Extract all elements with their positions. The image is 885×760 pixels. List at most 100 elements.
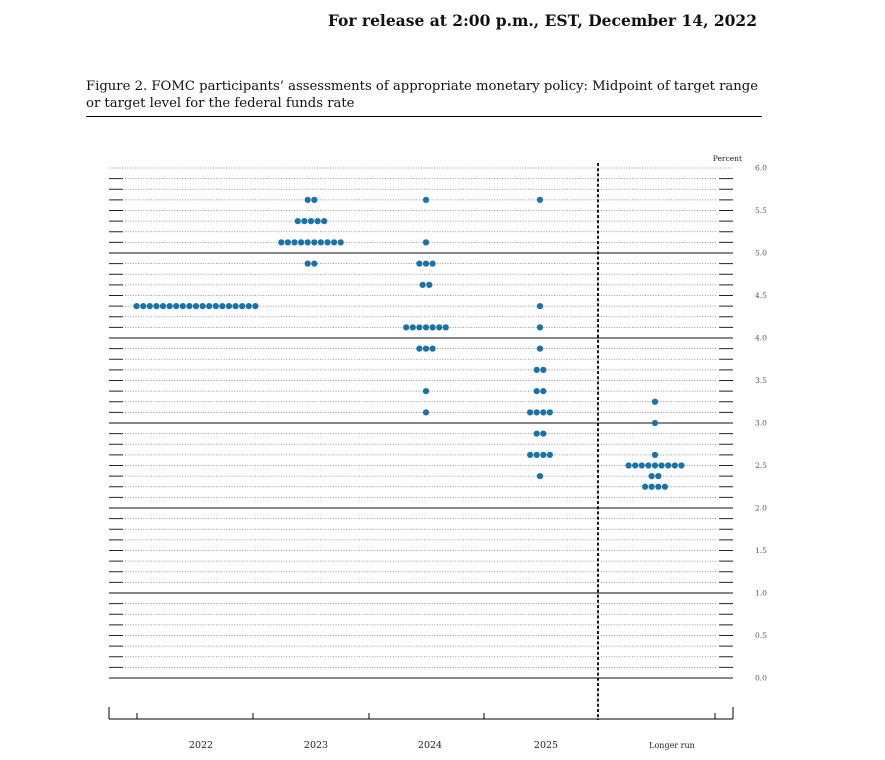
dot-point: [331, 239, 338, 246]
dot-point: [419, 281, 426, 288]
x-tick-label: 2025: [534, 740, 558, 751]
dot-point: [429, 260, 436, 267]
dot-point: [304, 260, 311, 267]
dot-point: [540, 409, 547, 416]
dot-point: [436, 324, 443, 331]
dot-point: [540, 430, 547, 437]
dot-point: [416, 324, 423, 331]
dot-point: [298, 239, 305, 246]
dot-point: [658, 462, 665, 469]
dot-point: [651, 398, 659, 405]
dot-point: [651, 451, 659, 458]
dot-point: [422, 409, 430, 416]
grid-lines: [109, 167, 733, 679]
dot-point: [638, 462, 645, 469]
y-tick-label: 2.0: [755, 504, 767, 513]
dot-point: [648, 483, 655, 490]
dot-point: [321, 218, 328, 225]
dot-point: [632, 462, 639, 469]
dot-point: [245, 303, 252, 310]
x-tick-label: Longer run: [649, 741, 695, 750]
dot-point: [651, 462, 659, 469]
dot-point: [422, 239, 430, 246]
dot-point: [422, 324, 430, 331]
x-tick-label: 2024: [418, 740, 442, 751]
dot-point: [533, 451, 540, 458]
dot-point: [199, 303, 206, 310]
dot-point: [159, 303, 167, 310]
dot-point: [655, 483, 662, 490]
dot-point: [140, 303, 147, 310]
dot-point: [192, 303, 200, 310]
dot-point: [540, 366, 547, 373]
dot-point: [546, 451, 554, 458]
y-tick-label: 1.5: [755, 546, 767, 555]
dot-point: [645, 462, 652, 469]
dot-point: [301, 218, 308, 225]
y-tick-label: 6.0: [755, 164, 767, 173]
dot-point: [536, 345, 544, 352]
dot-point: [527, 451, 534, 458]
x-axis: [108, 163, 734, 720]
dot-point: [166, 303, 173, 310]
dot-point: [284, 239, 291, 246]
dot-point: [533, 366, 540, 373]
x-tick-label: 2022: [189, 740, 213, 751]
release-notice: For release at 2:00 p.m., EST, December …: [327, 11, 757, 30]
dot-point: [133, 303, 140, 310]
dot-point: [642, 483, 649, 490]
dot-point: [678, 462, 685, 469]
axis-labels: 0.0 0.5 1.0 1.5 2.0 2.5 3.0 3.5 4.0 4.5 5.0 5.5 6.0 P…: [189, 154, 767, 751]
dot-point: [409, 324, 416, 331]
dot-point: [311, 260, 318, 267]
dot-point: [536, 324, 544, 331]
y-tick-label: 0.0: [755, 674, 767, 683]
figure-title: Figure 2. FOMC participants’ assessments…: [86, 79, 759, 111]
dot-point: [146, 303, 153, 310]
y-axis-unit-label: Percent: [713, 154, 742, 163]
dot-point: [324, 239, 331, 246]
dot-point: [533, 388, 540, 395]
title-rule: [86, 116, 762, 117]
dot-point: [540, 388, 547, 395]
y-tick-label: 3.5: [755, 376, 767, 385]
dot-point: [540, 451, 547, 458]
y-tick-label: 5.0: [755, 249, 767, 258]
dot-point: [671, 462, 678, 469]
y-tick-label: 3.0: [755, 419, 767, 428]
dot-point: [429, 324, 436, 331]
dot-point: [533, 430, 540, 437]
dot-point: [179, 303, 186, 310]
dot-point: [311, 196, 318, 203]
dot-point: [533, 409, 540, 416]
y-tick-label: 1.0: [755, 589, 767, 598]
dot-point: [307, 218, 315, 225]
dot-point: [186, 303, 193, 310]
dot-point: [661, 483, 669, 490]
dot-point: [527, 409, 534, 416]
dot-point: [206, 303, 213, 310]
dot-point: [422, 260, 430, 267]
dot-point: [304, 196, 311, 203]
dot-point: [651, 419, 659, 427]
dot-point: [153, 303, 160, 310]
dot-point: [625, 462, 632, 469]
dot-point: [317, 239, 324, 246]
dot-point: [314, 218, 321, 225]
y-tick-label: 5.5: [755, 206, 767, 215]
dot-point: [422, 196, 430, 203]
dot-point: [429, 345, 436, 352]
dot-point: [416, 345, 423, 352]
dot-point: [422, 345, 430, 352]
dot-point: [536, 473, 544, 480]
dot-point: [422, 388, 430, 395]
dot-point: [536, 196, 544, 203]
dot-point: [252, 303, 259, 310]
dot-point: [403, 324, 410, 331]
dot-point: [442, 324, 449, 331]
dot-point: [665, 462, 672, 469]
x-tick-label: 2023: [304, 740, 328, 751]
dot-point: [416, 260, 423, 267]
dot-point: [426, 281, 433, 288]
